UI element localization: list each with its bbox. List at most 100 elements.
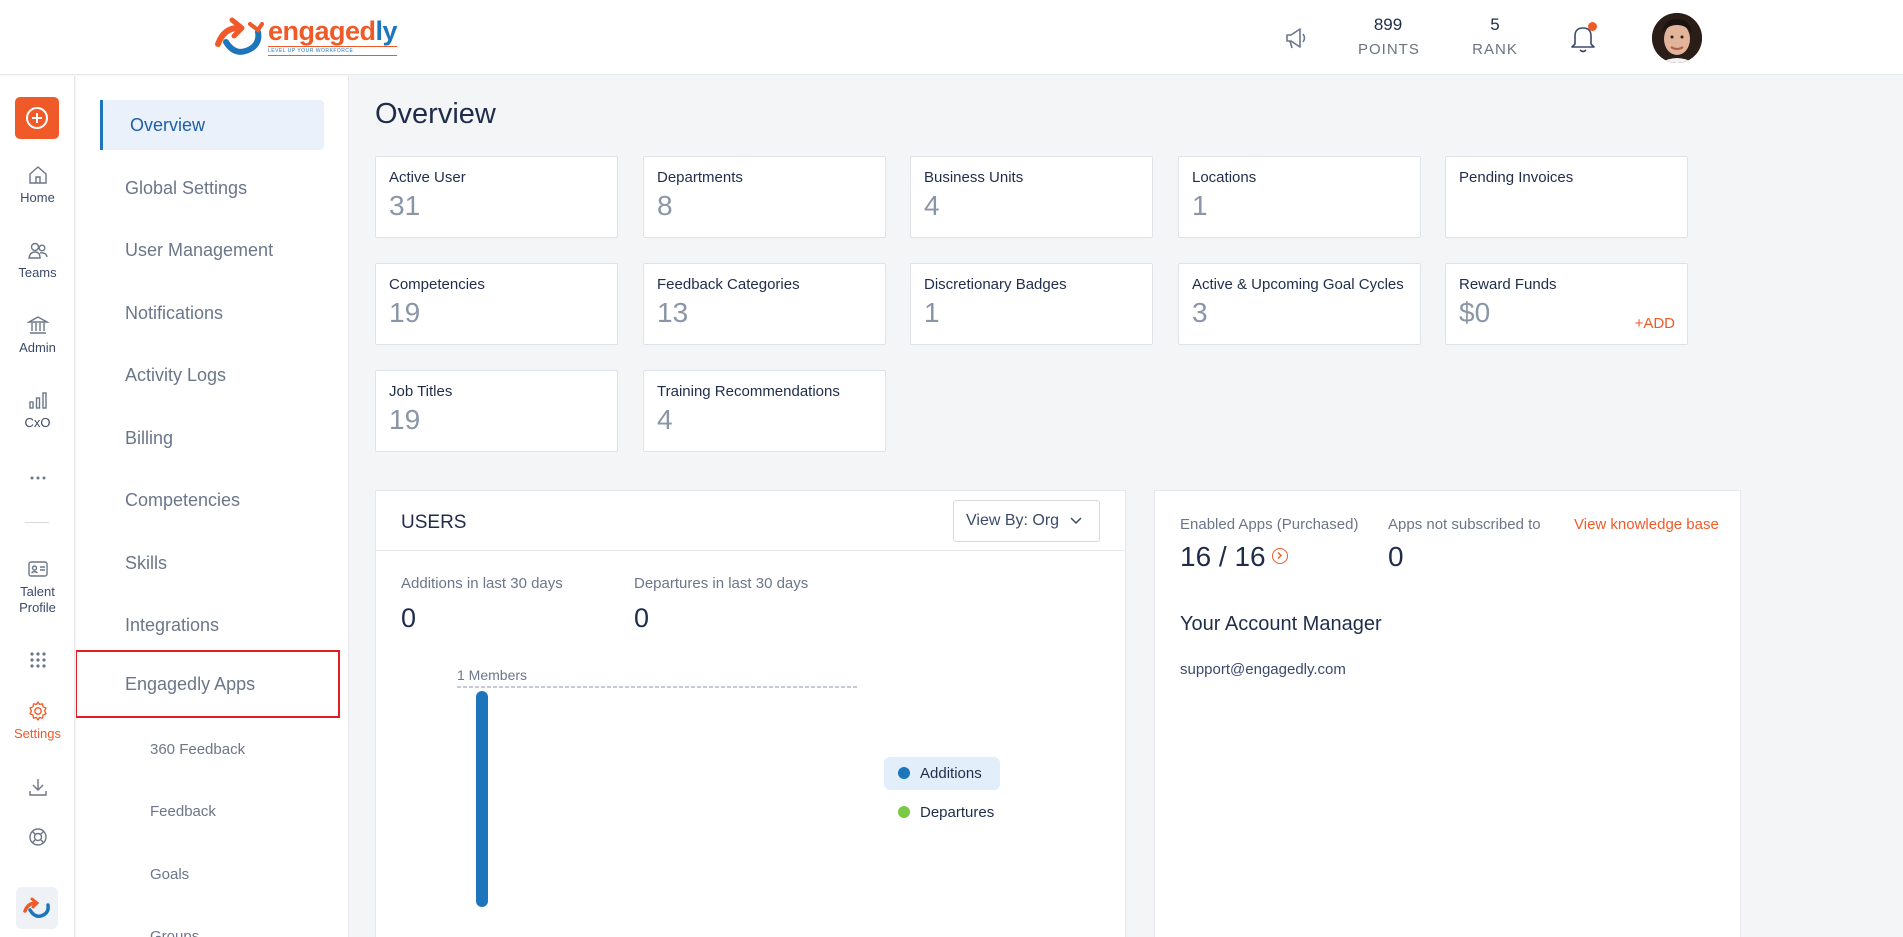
notification-badge — [1588, 22, 1597, 31]
additions-bar[interactable] — [476, 691, 488, 907]
megaphone-icon[interactable] — [1282, 24, 1310, 52]
rank-stat[interactable]: 5 RANK — [1465, 15, 1525, 58]
users-panel: USERS View By: Org Additions in last 30 … — [375, 490, 1126, 937]
stat-card-active-user[interactable]: Active User 31 — [375, 156, 618, 238]
enabled-apps-value: 16 / 16 — [1180, 541, 1266, 572]
rank-value: 5 — [1490, 15, 1500, 34]
info-icon[interactable] — [1271, 547, 1288, 564]
stat-card-pending-invoices[interactable]: Pending Invoices — [1445, 156, 1688, 238]
points-label: POINTS — [1358, 41, 1420, 58]
rail-help-button[interactable] — [0, 826, 75, 852]
stat-card-competencies[interactable]: Competencies 19 — [375, 263, 618, 345]
rail-item-settings[interactable]: Settings — [0, 700, 75, 741]
rail-label-cxo: CxO — [24, 415, 51, 430]
download-icon — [28, 779, 47, 796]
stat-card-job-titles[interactable]: Job Titles 19 — [375, 370, 618, 452]
card-title: Discretionary Badges — [924, 276, 1067, 293]
rail-item-talent-profile[interactable]: Talent Profile — [0, 558, 75, 616]
not-subscribed-value: 0 — [1388, 541, 1404, 572]
sidebar-subitem-feedback[interactable]: Feedback — [150, 803, 216, 820]
quick-add-button[interactable] — [15, 97, 59, 139]
rail-item-teams[interactable]: Teams — [0, 239, 75, 280]
sidebar-item-integrations[interactable]: Integrations — [125, 614, 220, 635]
enabled-apps-value-wrap: 16 / 16 — [1180, 541, 1288, 573]
sidebar-subitem-360-feedback[interactable]: 360 Feedback — [150, 741, 246, 758]
logo-tagline: LEVEL UP YOUR WORKFORCE — [268, 45, 398, 56]
view-by-dropdown[interactable]: View By: Org — [953, 500, 1100, 542]
user-avatar[interactable] — [1652, 13, 1702, 63]
knowledge-base-link[interactable]: View knowledge base — [1574, 516, 1719, 533]
card-title: Feedback Categories — [657, 276, 800, 293]
account-manager-email[interactable]: support@engagedly.com — [1180, 661, 1346, 678]
sidebar-item-notifications[interactable]: Notifications — [125, 302, 224, 323]
departures-value: 0 — [634, 603, 650, 633]
admin-icon — [26, 316, 49, 334]
main-content: Overview Active User 31 Departments 8 Bu… — [350, 76, 1903, 937]
sidebar-item-activity-logs[interactable]: Activity Logs — [125, 364, 227, 385]
card-title: Active User — [389, 169, 466, 186]
rail-apps-grid-button[interactable] — [0, 651, 75, 672]
card-value: 31 — [389, 190, 421, 221]
sidebar-subitem-goals[interactable]: Goals — [150, 866, 190, 883]
stat-card-locations[interactable]: Locations 1 — [1178, 156, 1421, 238]
stat-card-discretionary-badges[interactable]: Discretionary Badges 1 — [910, 263, 1153, 345]
sidebar-item-user-management[interactable]: User Management — [125, 239, 274, 260]
rail-item-cxo[interactable]: CxO — [0, 389, 75, 430]
account-manager-heading: Your Account Manager — [1180, 613, 1382, 635]
more-dots-icon — [30, 476, 45, 480]
brand-mark-icon — [23, 897, 50, 918]
rail-brand-logo[interactable] — [16, 887, 58, 929]
card-value: 13 — [657, 297, 689, 328]
engagedly-logo[interactable]: engagedly LEVEL UP YOUR WORKFORCE — [212, 14, 398, 58]
sidebar-item-competencies[interactable]: Competencies — [125, 489, 241, 510]
logo-mark-icon — [215, 17, 264, 55]
add-reward-funds-button[interactable]: +ADD — [1634, 315, 1675, 332]
apps-panel: Enabled Apps (Purchased) 16 / 16 Apps no… — [1154, 490, 1741, 937]
rail-more-button[interactable] — [0, 468, 75, 486]
rail-download-button[interactable] — [0, 776, 75, 802]
bell-icon — [1571, 27, 1595, 53]
sidebar-item-skills[interactable]: Skills — [125, 552, 168, 573]
stat-card-feedback-categories[interactable]: Feedback Categories 13 — [643, 263, 886, 345]
sidebar-item-overview[interactable]: Overview — [100, 100, 324, 150]
card-value: 4 — [657, 404, 673, 435]
rail-divider — [25, 522, 49, 523]
stat-card-training-recommendations[interactable]: Training Recommendations 4 — [643, 370, 886, 452]
rail-label-talent-profile: Talent Profile — [19, 584, 56, 615]
card-title: Active & Upcoming Goal Cycles — [1192, 276, 1404, 293]
chart-icon — [28, 392, 47, 409]
rail-label-home: Home — [20, 190, 55, 205]
legend-departures-label[interactable]: Departures — [920, 804, 994, 821]
sidebar-item-engagedly-apps[interactable]: Engagedly Apps — [76, 650, 340, 718]
card-title: Training Recommendations — [657, 383, 840, 400]
id-card-icon — [27, 561, 48, 577]
rail-item-admin[interactable]: Admin — [0, 314, 75, 355]
rail-item-home[interactable]: Home — [0, 164, 75, 205]
chevron-right-icon — [1277, 551, 1282, 559]
stat-card-reward-funds[interactable]: Reward Funds $0 +ADD — [1445, 263, 1688, 345]
stat-card-goal-cycles[interactable]: Active & Upcoming Goal Cycles 3 — [1178, 263, 1421, 345]
rail-label-admin: Admin — [19, 340, 56, 355]
card-title: Departments — [657, 169, 743, 186]
legend-departures-swatch — [898, 806, 910, 818]
points-value: 899 — [1373, 15, 1403, 34]
points-stat[interactable]: 899 POINTS — [1358, 15, 1420, 58]
apps-grid-icon — [29, 652, 46, 668]
stat-card-business-units[interactable]: Business Units 4 — [910, 156, 1153, 238]
view-by-label: View By: Org — [966, 512, 1060, 529]
card-value: 19 — [389, 297, 421, 328]
legend-additions-label[interactable]: Additions — [920, 765, 982, 782]
card-title: Competencies — [389, 276, 485, 293]
stat-card-departments[interactable]: Departments 8 — [643, 156, 886, 238]
legend-additions-swatch — [898, 767, 910, 779]
users-title: USERS — [401, 512, 467, 533]
home-icon — [28, 166, 47, 184]
sidebar-subitem-groups[interactable]: Groups — [150, 928, 200, 937]
not-subscribed-label: Apps not subscribed to — [1388, 516, 1541, 533]
card-title: Reward Funds — [1459, 276, 1557, 293]
sidebar-item-billing[interactable]: Billing — [125, 427, 174, 448]
card-value: 1 — [924, 297, 940, 328]
sidebar-item-global-settings[interactable]: Global Settings — [125, 177, 248, 198]
card-value: 4 — [924, 190, 940, 221]
notifications-button[interactable] — [1568, 22, 1598, 54]
